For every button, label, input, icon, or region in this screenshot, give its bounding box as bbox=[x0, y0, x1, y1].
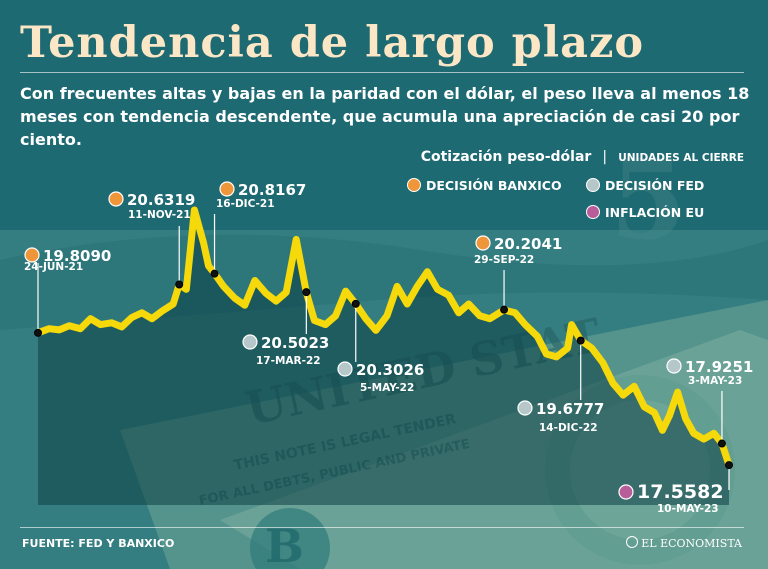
annotation-date: 24-JUN-21 bbox=[24, 261, 83, 273]
annotation-date: 29-SEP-22 bbox=[474, 254, 534, 266]
page-title: Tendencia de largo plazo bbox=[20, 18, 645, 68]
annotation-point bbox=[34, 328, 42, 337]
series-line-peso-dolar bbox=[34, 206, 733, 469]
annotation-14-dic-22: 19.6777 14-DIC-22 bbox=[517, 336, 604, 434]
annotation-value: 20.3026 bbox=[356, 361, 424, 379]
inflacion-dot-icon bbox=[618, 484, 634, 500]
annotation-point bbox=[175, 280, 184, 289]
annotation-point bbox=[500, 305, 509, 314]
inflacion-dot-icon bbox=[586, 205, 600, 219]
annotation-value: 20.6319 bbox=[127, 191, 195, 209]
svg-text:5: 5 bbox=[610, 135, 687, 264]
annotation-date: 14-DIC-22 bbox=[539, 422, 598, 434]
legend-item-fed: DECISIÓN FED bbox=[586, 178, 704, 196]
annotation-point bbox=[351, 299, 360, 308]
annotation-value: 20.8167 bbox=[238, 181, 306, 199]
annotation-point bbox=[210, 269, 219, 278]
banxico-dot-icon bbox=[108, 191, 124, 207]
annotation-value: 17.5582 bbox=[637, 481, 724, 503]
annotation-date: 10-MAY-23 bbox=[657, 503, 719, 515]
legend-unit: UNIDADES AL CIERRE bbox=[618, 152, 744, 164]
brand-glyph-icon bbox=[626, 536, 639, 548]
brand-logo: EL ECONOMISTA bbox=[626, 536, 742, 550]
legend-header: Cotización peso-dólar | UNIDADES AL CIER… bbox=[421, 146, 744, 165]
brand-name: EL ECONOMISTA bbox=[641, 537, 742, 550]
page-subtitle: Con frecuentes altas y bajas en la parid… bbox=[20, 84, 750, 149]
fed-dot-icon bbox=[337, 361, 353, 377]
banxico-dot-icon bbox=[24, 247, 40, 263]
area-layer bbox=[38, 210, 729, 505]
annotation-date: 11-NOV-21 bbox=[128, 209, 191, 221]
source-note: FUENTE: FED Y BANXICO bbox=[22, 537, 175, 550]
fed-dot-icon bbox=[517, 400, 533, 416]
annotation-point bbox=[725, 461, 733, 470]
annotation-value: 20.5023 bbox=[261, 334, 329, 352]
footer-divider bbox=[20, 527, 744, 528]
legend-label-banxico: DECISIÓN BANXICO bbox=[426, 178, 562, 193]
annotation-date: 5-MAY-22 bbox=[360, 382, 414, 394]
banxico-dot-icon bbox=[475, 235, 491, 251]
fed-dot-icon bbox=[242, 334, 258, 350]
legend-separator: | bbox=[602, 149, 608, 165]
annotation-date: 3-MAY-23 bbox=[688, 375, 742, 387]
legend-item-inflacion: INFLACIÓN EU bbox=[586, 205, 704, 223]
legend-title: Cotización peso-dólar bbox=[420, 149, 592, 165]
area-under-line bbox=[38, 210, 729, 505]
banxico-dot-icon bbox=[407, 178, 421, 192]
fed-dot-icon bbox=[666, 358, 682, 374]
annotation-5-may-22: 20.3026 5-MAY-22 bbox=[337, 299, 424, 394]
title-divider bbox=[20, 72, 744, 73]
legend-label-fed: DECISIÓN FED bbox=[605, 178, 705, 193]
annotation-date: 16-DIC-21 bbox=[216, 198, 275, 210]
annotation-date: 17-MAR-22 bbox=[256, 355, 321, 367]
fed-dot-icon bbox=[586, 178, 600, 192]
annotation-value: 17.9251 bbox=[685, 358, 753, 376]
annotation-point bbox=[302, 288, 311, 297]
annotation-layer: 19.809024-JUN-2120.631911-NOV-2120.81671… bbox=[24, 181, 753, 515]
annotation-point bbox=[576, 336, 585, 345]
annotation-17-mar-22: 20.5023 17-MAR-22 bbox=[242, 288, 329, 367]
annotation-value: 19.6777 bbox=[536, 400, 604, 418]
legend-item-banxico: DECISIÓN BANXICO bbox=[407, 178, 562, 196]
line-layer bbox=[34, 206, 733, 469]
annotation-point bbox=[717, 439, 726, 448]
legend-label-inflacion: INFLACIÓN EU bbox=[605, 205, 705, 220]
banxico-dot-icon bbox=[219, 181, 235, 197]
annotation-value: 20.2041 bbox=[494, 235, 562, 253]
annotation-value: 19.8090 bbox=[43, 247, 111, 265]
